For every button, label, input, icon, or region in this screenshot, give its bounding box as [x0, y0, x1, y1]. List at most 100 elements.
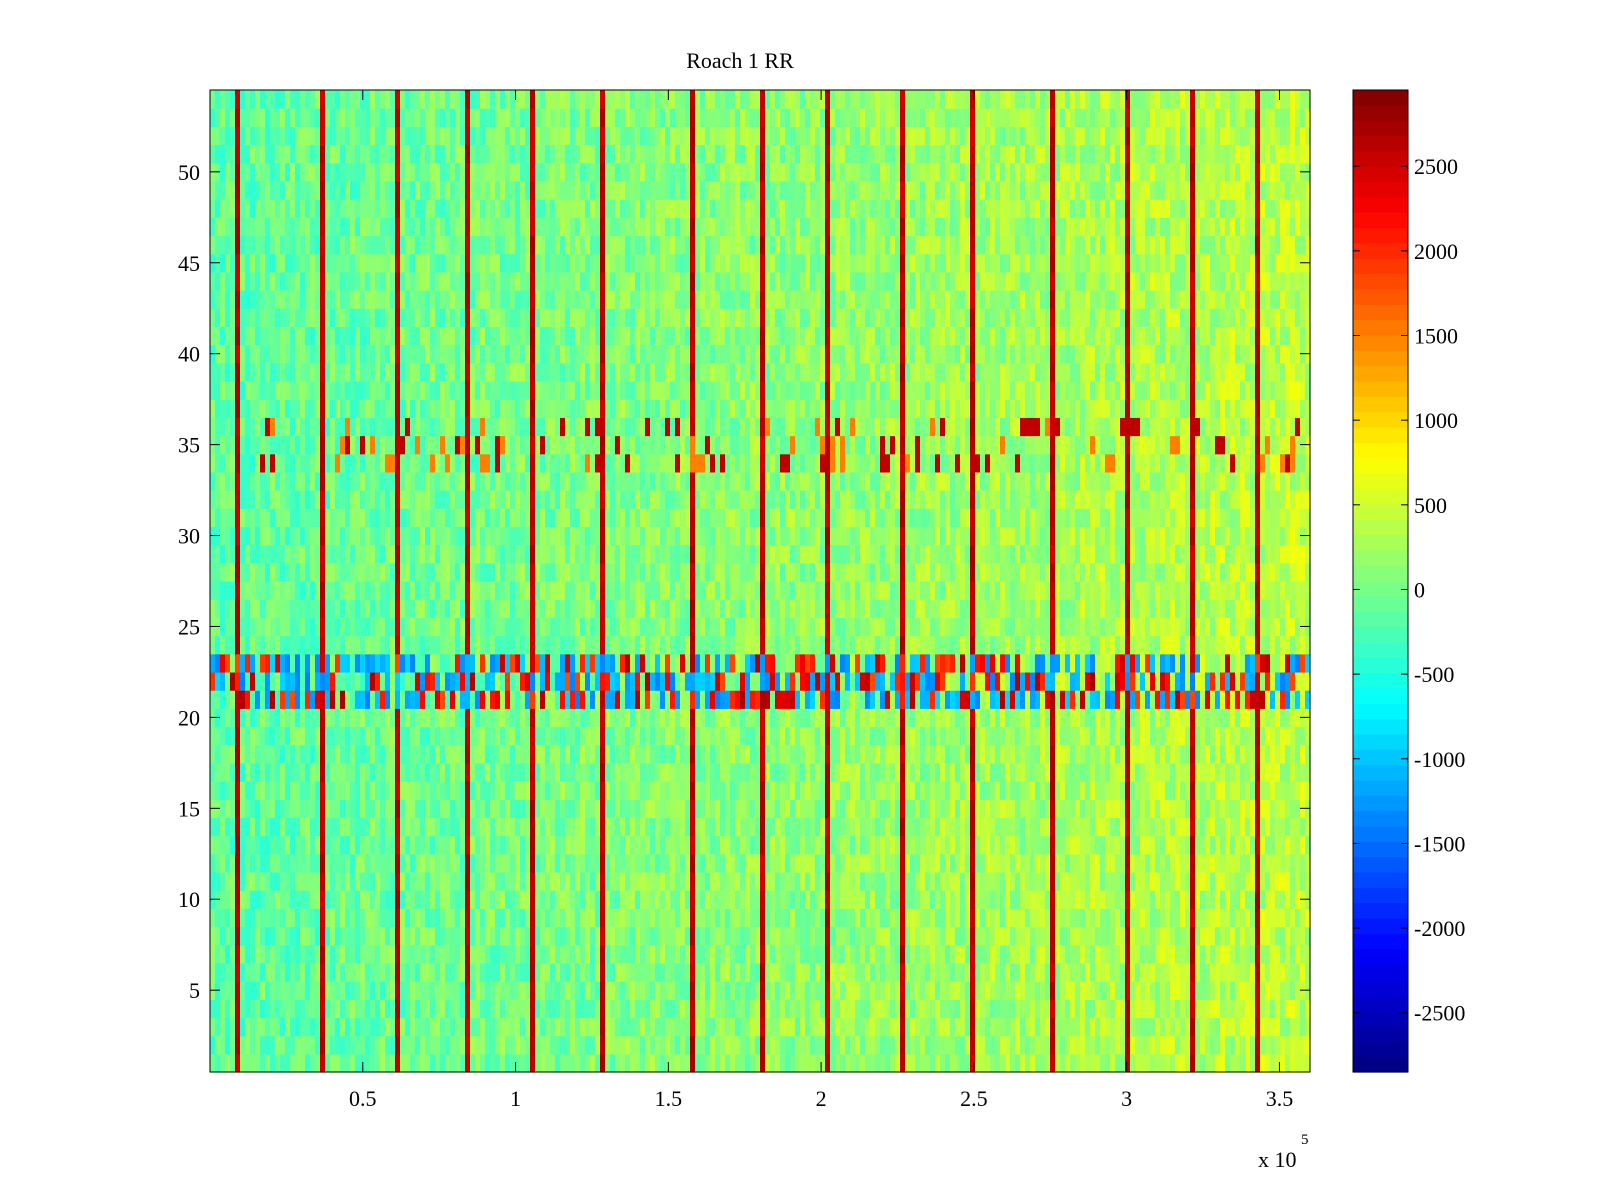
heatmap-cell [870, 1035, 876, 1055]
heatmap-cell [1245, 1035, 1251, 1055]
heatmap-cell [240, 926, 246, 946]
heatmap-cell [450, 908, 456, 928]
heatmap-cell [565, 690, 571, 709]
heatmap-cell [970, 799, 976, 819]
heatmap-cell [625, 944, 631, 964]
heatmap-cell [1000, 999, 1006, 1019]
heatmap-cell [1080, 762, 1086, 782]
heatmap-cell [820, 744, 826, 764]
heatmap-cell [1210, 1017, 1216, 1037]
heatmap-cell [410, 908, 416, 928]
heatmap-cell [945, 926, 951, 946]
heatmap-cell [1035, 799, 1041, 819]
heatmap-cell [620, 690, 626, 709]
heatmap-cell [720, 962, 726, 982]
heatmap-cell [1290, 944, 1296, 964]
heatmap-cell [1060, 926, 1066, 946]
heatmap-cell [890, 1017, 896, 1037]
heatmap-cell [540, 908, 546, 928]
heatmap-cell [230, 871, 236, 891]
heatmap-cell [710, 1017, 716, 1037]
heatmap-cell [585, 871, 591, 891]
heatmap-cell [1125, 1035, 1131, 1055]
heatmap-cell [775, 908, 781, 928]
heatmap-cell [450, 853, 456, 873]
heatmap-cell [685, 999, 691, 1019]
heatmap-cell [1305, 944, 1311, 964]
heatmap-cell [1295, 708, 1301, 728]
heatmap-cell [1005, 981, 1011, 1000]
heatmap-cell [1300, 835, 1306, 855]
heatmap-cell [1105, 671, 1111, 691]
heatmap-cell [230, 890, 236, 909]
heatmap-cell [830, 708, 836, 728]
heatmap-cell [890, 726, 896, 746]
heatmap-cell [1165, 1035, 1171, 1055]
heatmap-cell [1160, 817, 1166, 837]
heatmap-cell [400, 999, 406, 1019]
heatmap-cell [1155, 708, 1161, 728]
heatmap-cell [770, 762, 776, 782]
heatmap-cell [615, 999, 621, 1019]
heatmap-cell [765, 726, 771, 746]
heatmap-cell [255, 1017, 261, 1037]
heatmap-cell [225, 744, 231, 764]
heatmap-cell [785, 1035, 791, 1055]
heatmap-cell [1210, 890, 1216, 909]
heatmap-cell [820, 817, 826, 837]
heatmap-cell [300, 1017, 306, 1037]
heatmap-cell [1245, 962, 1251, 982]
heatmap-cell [840, 690, 846, 709]
heatmap-cell [635, 944, 641, 964]
heatmap-cell [1000, 1017, 1006, 1037]
heatmap-cell [1290, 908, 1296, 928]
heatmap-cell [860, 908, 866, 928]
heatmap-cell [215, 835, 221, 855]
heatmap-cell [560, 908, 566, 928]
heatmap-cell [405, 671, 411, 691]
heatmap-cell [340, 999, 346, 1019]
heatmap-cell [770, 853, 776, 873]
heatmap-cell [700, 1035, 706, 1055]
heatmap-cell [900, 981, 906, 1000]
heatmap-cell [1050, 835, 1056, 855]
heatmap-cell [950, 853, 956, 873]
heatmap-cell [550, 653, 556, 673]
heatmap-cell [1180, 944, 1186, 964]
heatmap-cell [590, 744, 596, 764]
heatmap-cell [700, 871, 706, 891]
heatmap-cell [775, 671, 781, 691]
heatmap-cell [1095, 708, 1101, 728]
heatmap-cell [1265, 708, 1271, 728]
heatmap-cell [685, 781, 691, 800]
heatmap-cell [500, 744, 506, 764]
heatmap-cell [1255, 744, 1261, 764]
heatmap-cell [785, 835, 791, 855]
heatmap-cell [660, 890, 666, 909]
heatmap-cell [1110, 690, 1116, 709]
heatmap-cell [230, 744, 236, 764]
heatmap-cell [620, 981, 626, 1000]
heatmap-cell [1270, 817, 1276, 837]
heatmap-cell [1045, 781, 1051, 800]
heatmap-cell [735, 835, 741, 855]
heatmap-cell [1145, 853, 1151, 873]
heatmap-cell [325, 671, 331, 691]
heatmap-cell [550, 981, 556, 1000]
heatmap-cell [940, 1017, 946, 1037]
heatmap-cell [1110, 926, 1116, 946]
heatmap-cell [480, 708, 486, 728]
heatmap-cell [1165, 1053, 1171, 1073]
heatmap-cell [1095, 726, 1101, 746]
heatmap-cell [470, 762, 476, 782]
heatmap-cell [215, 653, 221, 673]
heatmap-cell [1020, 853, 1026, 873]
heatmap-cell [1000, 835, 1006, 855]
heatmap-cell [495, 653, 501, 673]
heatmap-cell [1150, 981, 1156, 1000]
heatmap-cell [725, 762, 731, 782]
heatmap-cell [1175, 962, 1181, 982]
heatmap-cell [1190, 981, 1196, 1000]
heatmap-cell [700, 799, 706, 819]
heatmap-cell [1070, 871, 1076, 891]
